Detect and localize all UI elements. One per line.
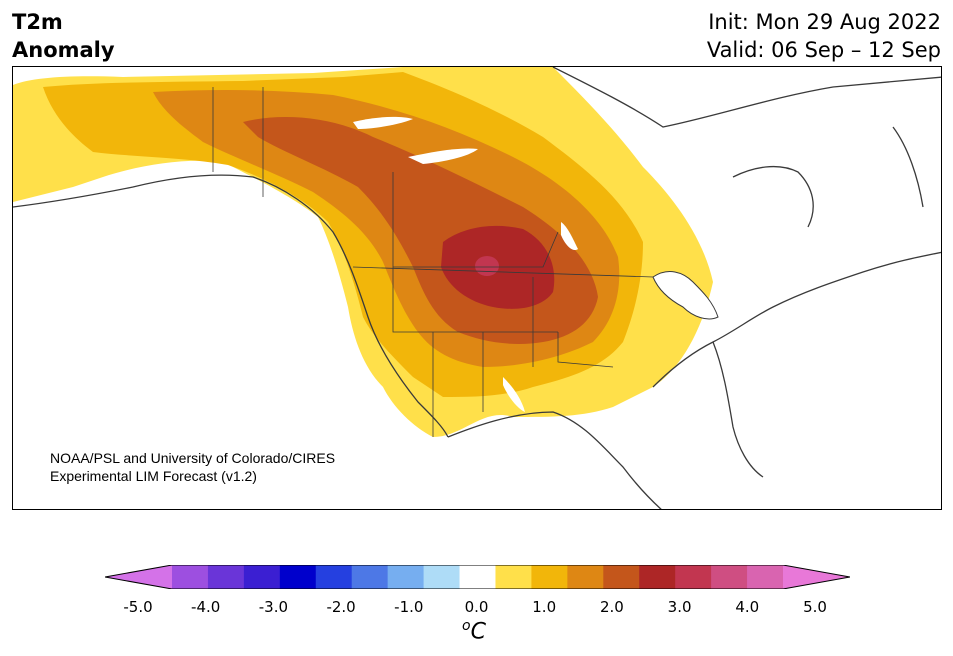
- colorbar-tick-label: -2.0: [326, 598, 356, 616]
- great-bear-lake: [353, 116, 413, 129]
- colorbar-cell: [459, 565, 496, 589]
- great-lakes: [652, 271, 719, 320]
- colorbar-tick-label: -3.0: [258, 598, 289, 616]
- coastlines: [13, 67, 941, 509]
- colorbar-tick-label: 0.0: [464, 598, 489, 616]
- colorbar-cell: [675, 565, 712, 589]
- unit-letter: C: [470, 619, 486, 645]
- credit-text: NOAA/PSL and University of Colorado/CIRE…: [50, 450, 335, 484]
- title-anomaly: Anomaly: [12, 38, 115, 62]
- anomaly-zone-3-0: [475, 256, 499, 276]
- colorbar-cell: [243, 565, 281, 589]
- colorbar-tick-label: 3.0: [667, 598, 692, 616]
- colorbar-unit: oC: [462, 618, 486, 644]
- map-title: T2m Anomaly: [12, 8, 115, 64]
- colorbar-cell: [567, 565, 604, 589]
- colorbar-cell: [351, 565, 389, 589]
- colorbar-tick-label: 2.0: [599, 598, 624, 616]
- degree-symbol: o: [462, 618, 471, 634]
- colorbar-cell: [747, 565, 784, 589]
- colorbar-cell: [495, 565, 532, 589]
- colorbar-cell: [639, 565, 676, 589]
- colorbar-cell: [531, 565, 568, 589]
- colorbar: [105, 565, 850, 589]
- lake-winnipeg: [561, 222, 578, 251]
- colorbar-tick-label: -1.0: [394, 598, 424, 616]
- credit-line-2: Experimental LIM Forecast (v1.2): [50, 468, 257, 484]
- colorbar-tick-label: 4.0: [735, 598, 760, 616]
- colorbar-tick-label: -4.0: [191, 598, 221, 616]
- great-slave-lake: [408, 148, 478, 164]
- colorbar-cell: [279, 565, 317, 589]
- init-date: Init: Mon 29 Aug 2022: [708, 10, 941, 34]
- colorbar-cell: [315, 565, 353, 589]
- colorbar-tick-label: -5.0: [123, 598, 153, 616]
- colorbar-cell: [387, 565, 425, 589]
- colorbar-cell: [603, 565, 640, 589]
- colorbar-cell: [207, 565, 245, 589]
- anomaly-map: NOAA/PSL and University of Colorado/CIRE…: [13, 67, 941, 509]
- valid-dates: Valid: 06 Sep – 12 Sep: [706, 38, 941, 62]
- colorbar-cell: [711, 565, 748, 589]
- title-variable: T2m: [12, 10, 63, 34]
- colorbar-extend-high: [783, 565, 850, 589]
- colorbar-tick-label: 5.0: [803, 598, 827, 616]
- colorbar-extend-low: [105, 565, 172, 589]
- colorbar-cell: [172, 565, 209, 589]
- colorbar-cell: [423, 565, 461, 589]
- credit-line-1: NOAA/PSL and University of Colorado/CIRE…: [50, 450, 335, 466]
- map-panel: NOAA/PSL and University of Colorado/CIRE…: [12, 66, 942, 510]
- great-salt-lake: [503, 377, 525, 412]
- colorbar-tick-label: 1.0: [532, 598, 557, 616]
- political-borders: [212, 87, 654, 437]
- forecast-dates: Init: Mon 29 Aug 2022 Valid: 06 Sep – 12…: [707, 8, 941, 64]
